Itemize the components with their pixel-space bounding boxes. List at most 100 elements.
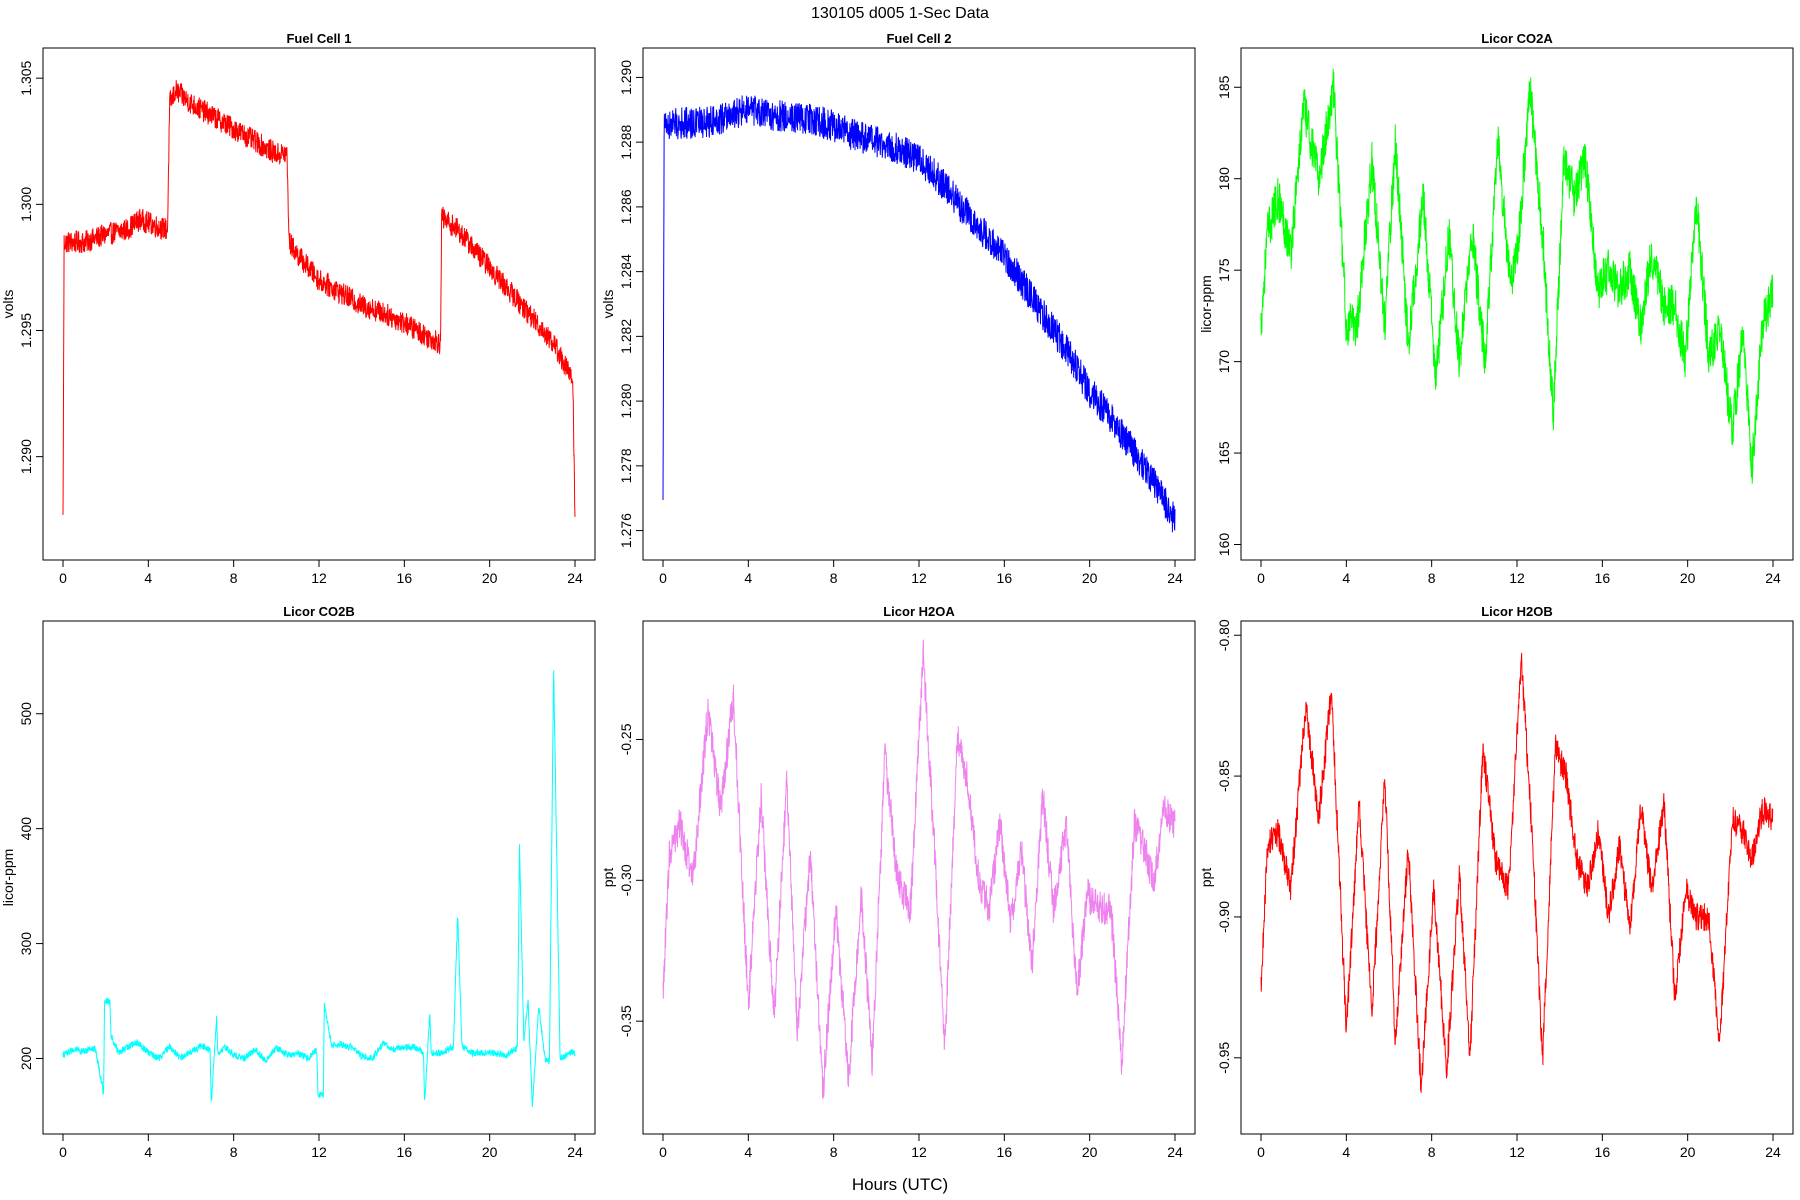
x-tick-label: 12 [311, 570, 327, 586]
panel-title: Licor H2OB [1481, 604, 1553, 619]
x-tick-label: 0 [1257, 570, 1265, 586]
x-tick-label: 4 [144, 570, 152, 586]
chart-panels: Fuel Cell 1 0 4 8 12 16 20 24 1.290 1.295 1.300 1.3… [0, 31, 1794, 1160]
plot-frame [42, 47, 596, 561]
y-tick-label: 170 [1216, 350, 1232, 374]
x-tick-label: 24 [1167, 1144, 1183, 1160]
x-tick-label: 20 [1082, 1144, 1098, 1160]
plot-frame [1240, 47, 1794, 561]
figure-title: 130105 d005 1-Sec Data [811, 5, 989, 22]
y-tick-label: 1.280 [618, 383, 634, 418]
chart-panel: Fuel Cell 2 0 4 8 12 16 20 24 1.276 1.278 1.280 1.2… [600, 31, 1196, 586]
panel-title: Fuel Cell 1 [286, 31, 351, 46]
y-tick-label: -0.85 [1216, 760, 1232, 792]
x-tick-label: 4 [144, 1144, 152, 1160]
y-tick-label: -0.25 [618, 723, 634, 755]
plot-frame [642, 47, 1196, 561]
y-tick-label: -0.95 [1216, 1042, 1232, 1074]
x-tick-label: 20 [482, 570, 498, 586]
y-tick-label: 1.288 [618, 124, 634, 159]
x-tick-label: 12 [911, 570, 927, 586]
x-tick-label: 16 [997, 570, 1013, 586]
x-tick-label: 20 [1082, 570, 1098, 586]
y-tick-label: 500 [18, 702, 34, 726]
chart-panel: Licor CO2B 0 4 8 12 16 20 24 200 300 400 500 licor-p… [0, 604, 596, 1160]
y-axis-label: volts [600, 290, 616, 319]
y-axis-label: ppt [600, 868, 616, 888]
x-tick-label: 20 [1680, 570, 1696, 586]
x-tick-label: 24 [1765, 570, 1781, 586]
x-tick-label: 16 [397, 570, 413, 586]
y-tick-label: 200 [18, 1047, 34, 1071]
x-tick-label: 4 [1342, 1144, 1350, 1160]
panel-title: Fuel Cell 2 [886, 31, 951, 46]
chart-panel: Licor H2OB 0 4 8 12 16 20 24 -0.95 -0.90 -0.85 -0.8… [1198, 604, 1794, 1160]
y-tick-label: 1.276 [618, 513, 634, 548]
x-tick-label: 16 [397, 1144, 413, 1160]
x-tick-label: 4 [1342, 570, 1350, 586]
x-tick-label: 0 [659, 570, 667, 586]
x-tick-label: 0 [659, 1144, 667, 1160]
x-tick-label: 24 [1765, 1144, 1781, 1160]
y-tick-label: 1.286 [618, 189, 634, 224]
x-tick-label: 16 [1595, 570, 1611, 586]
x-tick-label: 12 [911, 1144, 927, 1160]
series-line [1260, 652, 1774, 1093]
chart-panel: Licor CO2A 0 4 8 12 16 20 24 160 165 170 175 180 185 l… [1198, 31, 1794, 586]
y-tick-label: -0.90 [1216, 901, 1232, 933]
y-tick-label: 1.290 [618, 60, 634, 95]
y-axis-label: volts [0, 290, 16, 319]
x-tick-label: 0 [1257, 1144, 1265, 1160]
series-line [62, 80, 576, 517]
x-tick-label: 12 [1509, 570, 1525, 586]
y-tick-label: 1.284 [618, 254, 634, 289]
x-tick-label: 0 [59, 1144, 67, 1160]
x-tick-label: 4 [744, 1144, 752, 1160]
y-tick-label: 1.278 [618, 448, 634, 483]
series-line [662, 95, 1176, 533]
x-tick-label: 8 [230, 570, 238, 586]
y-tick-label: 1.282 [618, 319, 634, 354]
panel-title: Licor CO2A [1481, 31, 1553, 46]
x-tick-label: 12 [1509, 1144, 1525, 1160]
x-tick-label: 8 [1428, 570, 1436, 586]
y-tick-label: 1.305 [18, 60, 34, 95]
series-line [662, 639, 1176, 1100]
x-tick-label: 8 [230, 1144, 238, 1160]
y-axis-label: licor-ppm [0, 849, 16, 907]
y-tick-label: 165 [1216, 441, 1232, 465]
chart-panel: Fuel Cell 1 0 4 8 12 16 20 24 1.290 1.295 1.300 1.3… [0, 31, 596, 586]
series-line [1260, 68, 1774, 484]
y-tick-label: 1.295 [18, 313, 34, 348]
y-tick-label: 185 [1216, 75, 1232, 99]
panel-title: Licor H2OA [883, 604, 955, 619]
x-tick-label: 20 [482, 1144, 498, 1160]
y-tick-label: -0.30 [618, 864, 634, 896]
x-tick-label: 8 [1428, 1144, 1436, 1160]
x-tick-label: 16 [997, 1144, 1013, 1160]
y-tick-label: 175 [1216, 258, 1232, 282]
x-tick-label: 24 [567, 1144, 583, 1160]
x-tick-label: 4 [744, 570, 752, 586]
y-tick-label: 300 [18, 932, 34, 956]
chart-panel: Licor H2OA 0 4 8 12 16 20 24 -0.35 -0.30 -0.25 ppt [600, 604, 1196, 1160]
plot-frame [642, 620, 1196, 1135]
x-axis-label: Hours (UTC) [852, 1175, 948, 1194]
y-tick-label: 180 [1216, 167, 1232, 191]
y-tick-label: -0.80 [1216, 619, 1232, 651]
y-tick-label: 160 [1216, 533, 1232, 557]
panel-title: Licor CO2B [283, 604, 355, 619]
x-tick-label: 16 [1595, 1144, 1611, 1160]
x-tick-label: 8 [830, 1144, 838, 1160]
y-axis-label: licor-ppm [1198, 275, 1214, 333]
y-tick-label: 400 [18, 817, 34, 841]
plot-frame [42, 620, 596, 1135]
y-tick-label: 1.300 [18, 187, 34, 222]
x-tick-label: 0 [59, 570, 67, 586]
y-tick-label: -0.35 [618, 1005, 634, 1037]
y-axis-label: ppt [1198, 868, 1214, 888]
x-tick-label: 24 [567, 570, 583, 586]
x-tick-label: 20 [1680, 1144, 1696, 1160]
x-tick-label: 8 [830, 570, 838, 586]
x-tick-label: 24 [1167, 570, 1183, 586]
